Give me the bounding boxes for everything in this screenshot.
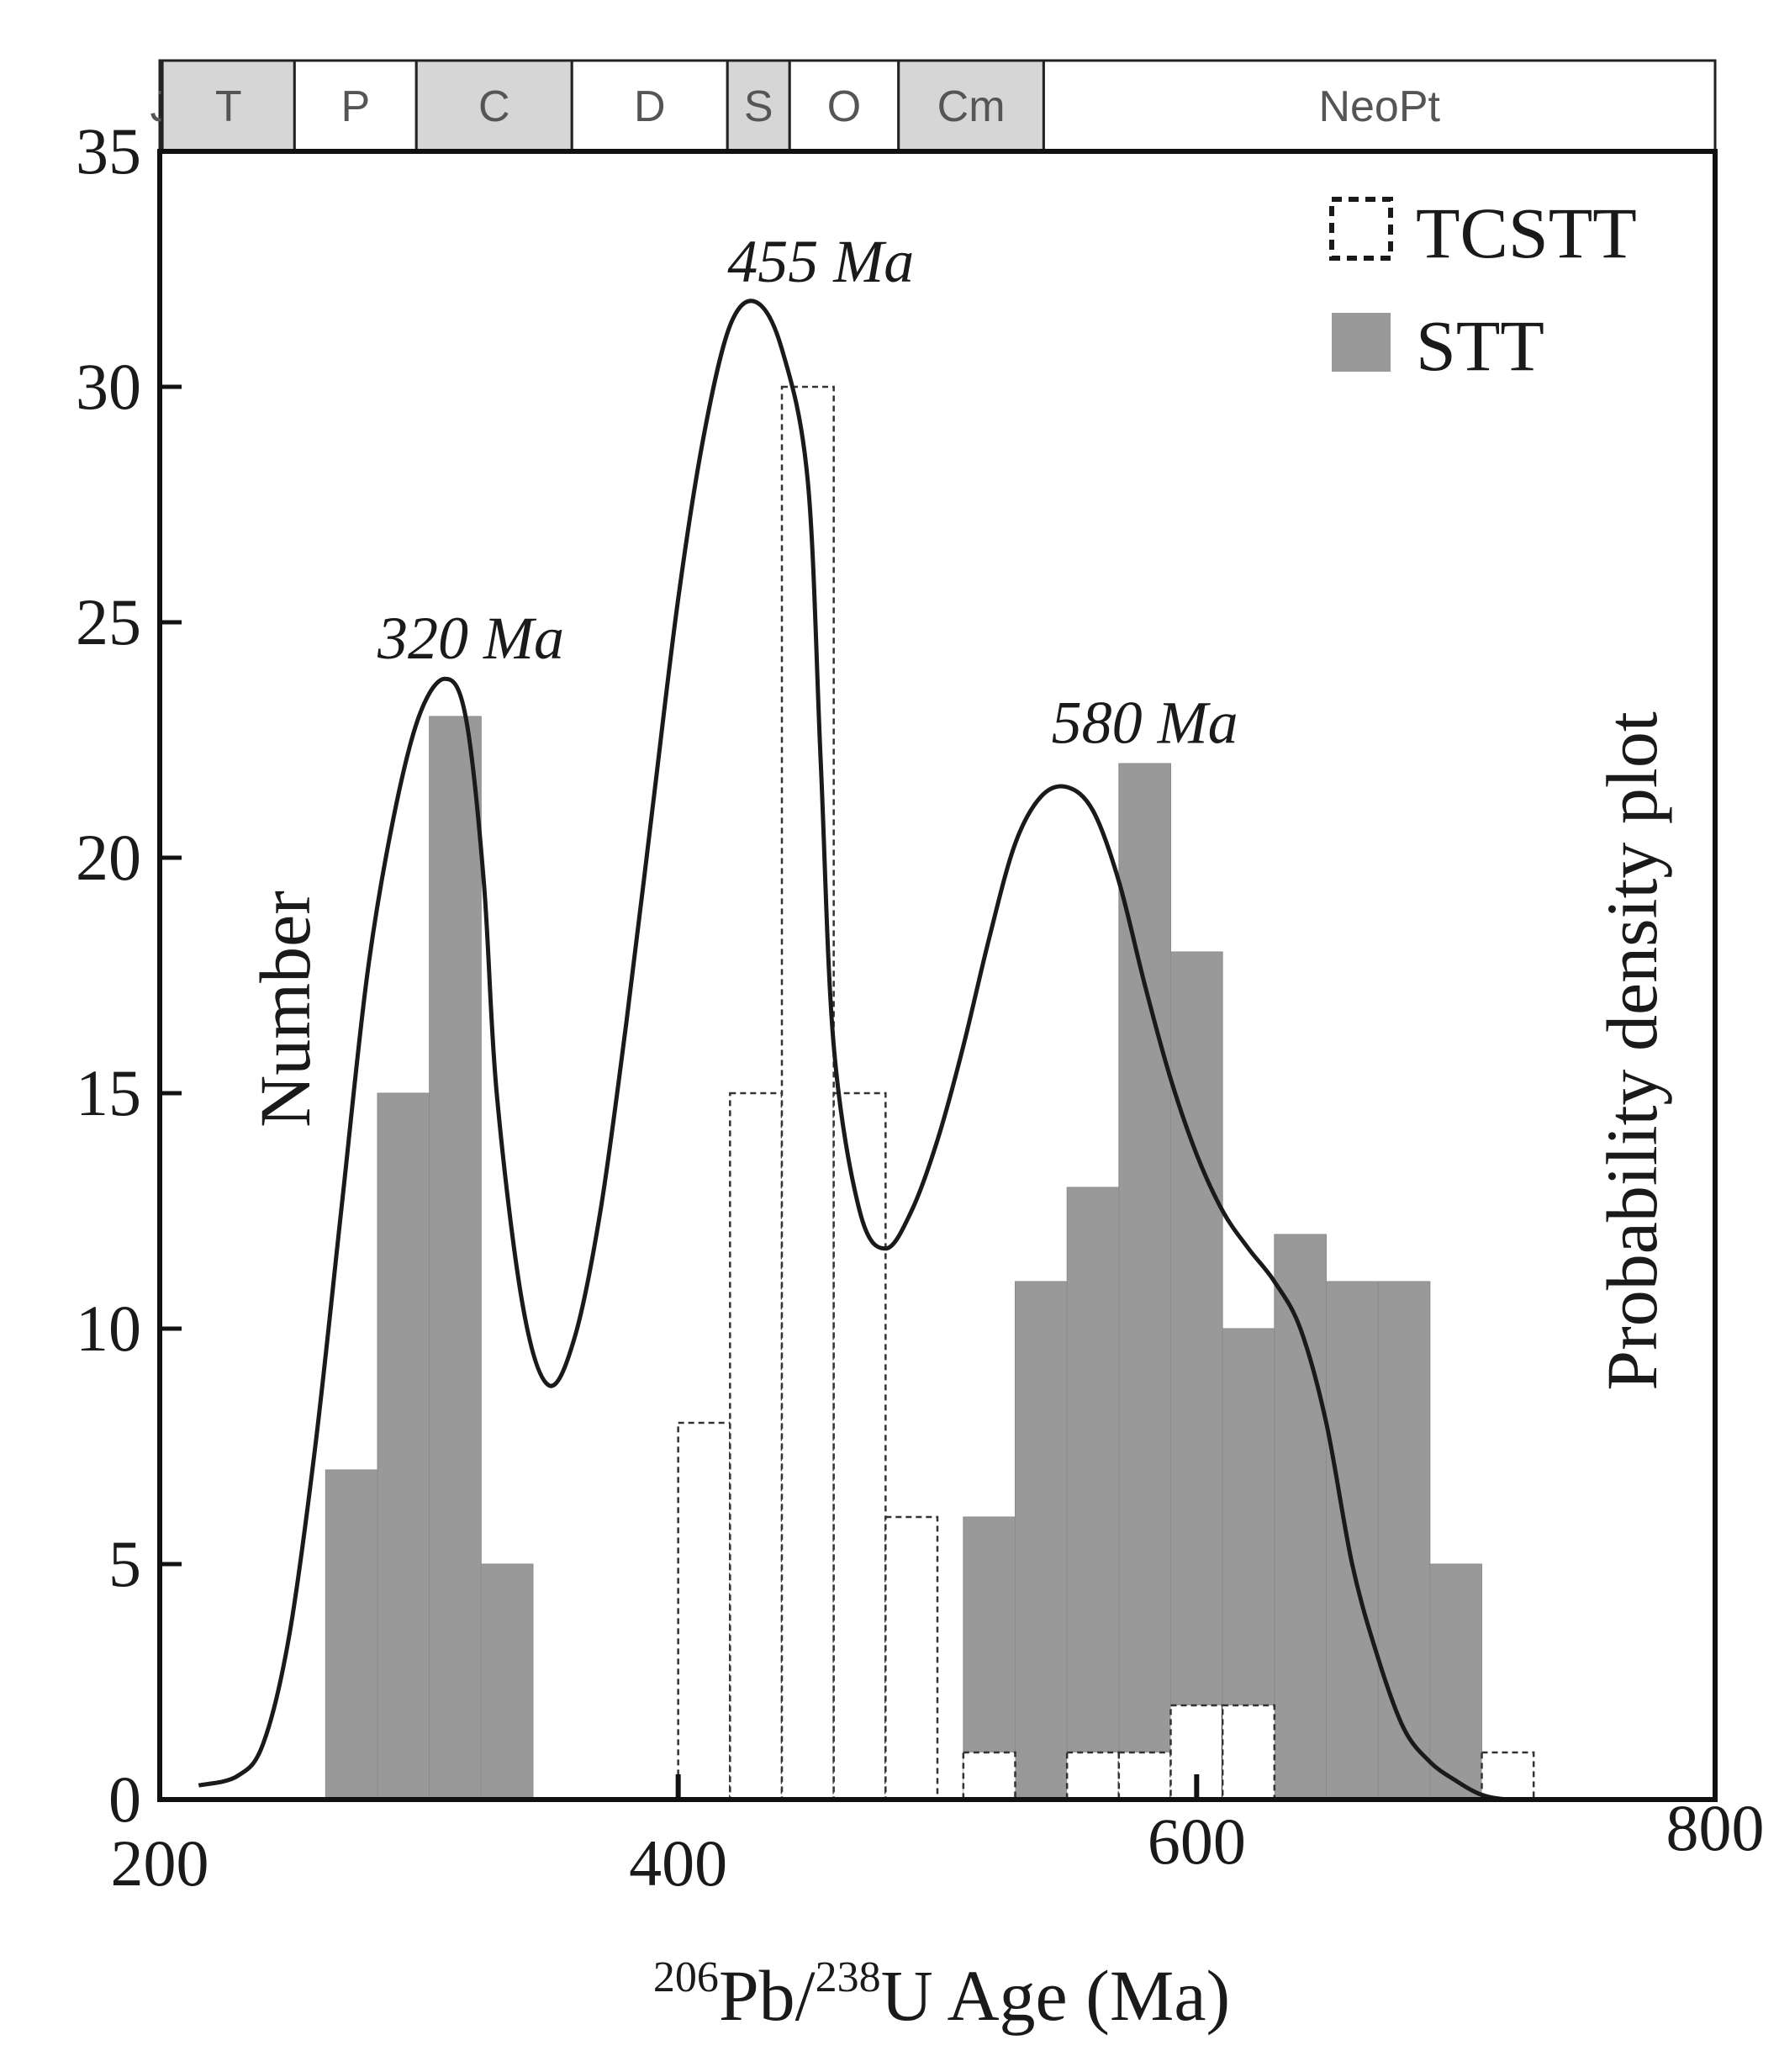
bar-stt-590: [1170, 951, 1223, 1800]
period-cm-label: Cm: [937, 82, 1006, 131]
period-t-label: T: [215, 82, 242, 131]
axis-ticks: 0 5 10 15 20 25 30 35 200 400 600 800: [76, 114, 1765, 1900]
period-c-box: [414, 59, 573, 153]
x-axis-title-u: U Age (Ma): [881, 1955, 1231, 2036]
bar-tcstt-510: [962, 1751, 1016, 1801]
y-tick-label-20: 20: [76, 821, 141, 894]
bar-tcstt-400: [677, 1421, 731, 1801]
x-axis-title: 206Pb/238U Age (Ma): [653, 1953, 1230, 2036]
period-o-label: O: [827, 82, 861, 131]
x-tick-label-600: 600: [1148, 1805, 1246, 1878]
period-c-label: C: [478, 82, 510, 131]
y-tick-label-30: 30: [76, 350, 141, 423]
x-axis-title-sup-u: 238: [816, 1953, 881, 2001]
bar-stt-630: [1274, 1234, 1328, 1800]
y-tick-label-5: 5: [108, 1527, 141, 1600]
legend-label-stt: STT: [1416, 305, 1544, 386]
legend-label-tcstt: TCSTT: [1416, 193, 1637, 273]
period-neopt-box: [1042, 59, 1717, 153]
geologic-timescale: J T P C D S O Cm NeoPt: [150, 59, 1717, 153]
x-tick-label-800: 800: [1666, 1791, 1765, 1864]
y-axis-title-right: Probability density plot: [1592, 711, 1672, 1391]
x-axis-title-pb: Pb/: [719, 1955, 816, 2036]
period-s-box: [726, 59, 791, 153]
bar-tcstt-570: [1117, 1751, 1172, 1801]
legend-swatch-tcstt: [1329, 197, 1393, 261]
y-tick-label-10: 10: [76, 1292, 141, 1365]
bar-tcstt-480: [884, 1515, 939, 1801]
x-axis-title-sup-pb: 206: [653, 1953, 719, 2001]
bar-stt-550: [1066, 1187, 1120, 1800]
peak-label-455-ma: 455 Ma: [727, 228, 914, 295]
bar-tcstt-420: [729, 1092, 784, 1801]
legend-swatch-stt: [1332, 313, 1391, 372]
bar-stt-264: [325, 1469, 378, 1800]
y-tick-label-35: 35: [76, 114, 141, 188]
y-tick-label-15: 15: [76, 1056, 141, 1129]
plot-axes: [157, 149, 1718, 1802]
bar-stt-530: [1015, 1281, 1068, 1800]
x-tick-label-200: 200: [111, 1826, 209, 1900]
bar-tcstt-460: [832, 1092, 887, 1801]
period-d-label: D: [634, 82, 666, 131]
bar-stt-324: [480, 1563, 534, 1800]
bar-tcstt-440: [780, 385, 835, 1801]
bar-stt-570: [1118, 763, 1172, 1800]
bar-tcstt-610: [1221, 1704, 1276, 1801]
plot-frame: [157, 149, 1718, 1802]
bar-stt-304: [429, 716, 482, 1800]
peak-label-580-ma: 580 Ma: [1052, 690, 1238, 757]
bar-stt-284: [377, 1092, 430, 1800]
period-neopt-label: NeoPt: [1318, 82, 1440, 131]
bar-stt-650: [1326, 1281, 1379, 1800]
peak-label-320-ma: 320 Ma: [377, 605, 564, 672]
peak-annotations: 320 Ma 455 Ma 580 Ma: [377, 228, 1238, 757]
y-tick-label-25: 25: [76, 585, 141, 658]
y-axis-title: Number: [245, 891, 325, 1128]
bar-stt-670: [1377, 1281, 1431, 1800]
bar-tcstt-550: [1065, 1751, 1121, 1801]
legend: TCSTT STT: [1329, 193, 1637, 386]
period-p-label: P: [340, 82, 370, 131]
probability-density-curve: [198, 299, 1715, 1802]
density-curve-line: [198, 299, 1715, 1802]
y-tick-label-0: 0: [108, 1763, 141, 1836]
x-tick-label-400: 400: [629, 1826, 727, 1900]
bar-stt-690: [1429, 1563, 1483, 1800]
period-p-box: [293, 59, 418, 153]
bar-tcstt-710: [1481, 1751, 1535, 1801]
period-s-label: S: [744, 82, 773, 131]
